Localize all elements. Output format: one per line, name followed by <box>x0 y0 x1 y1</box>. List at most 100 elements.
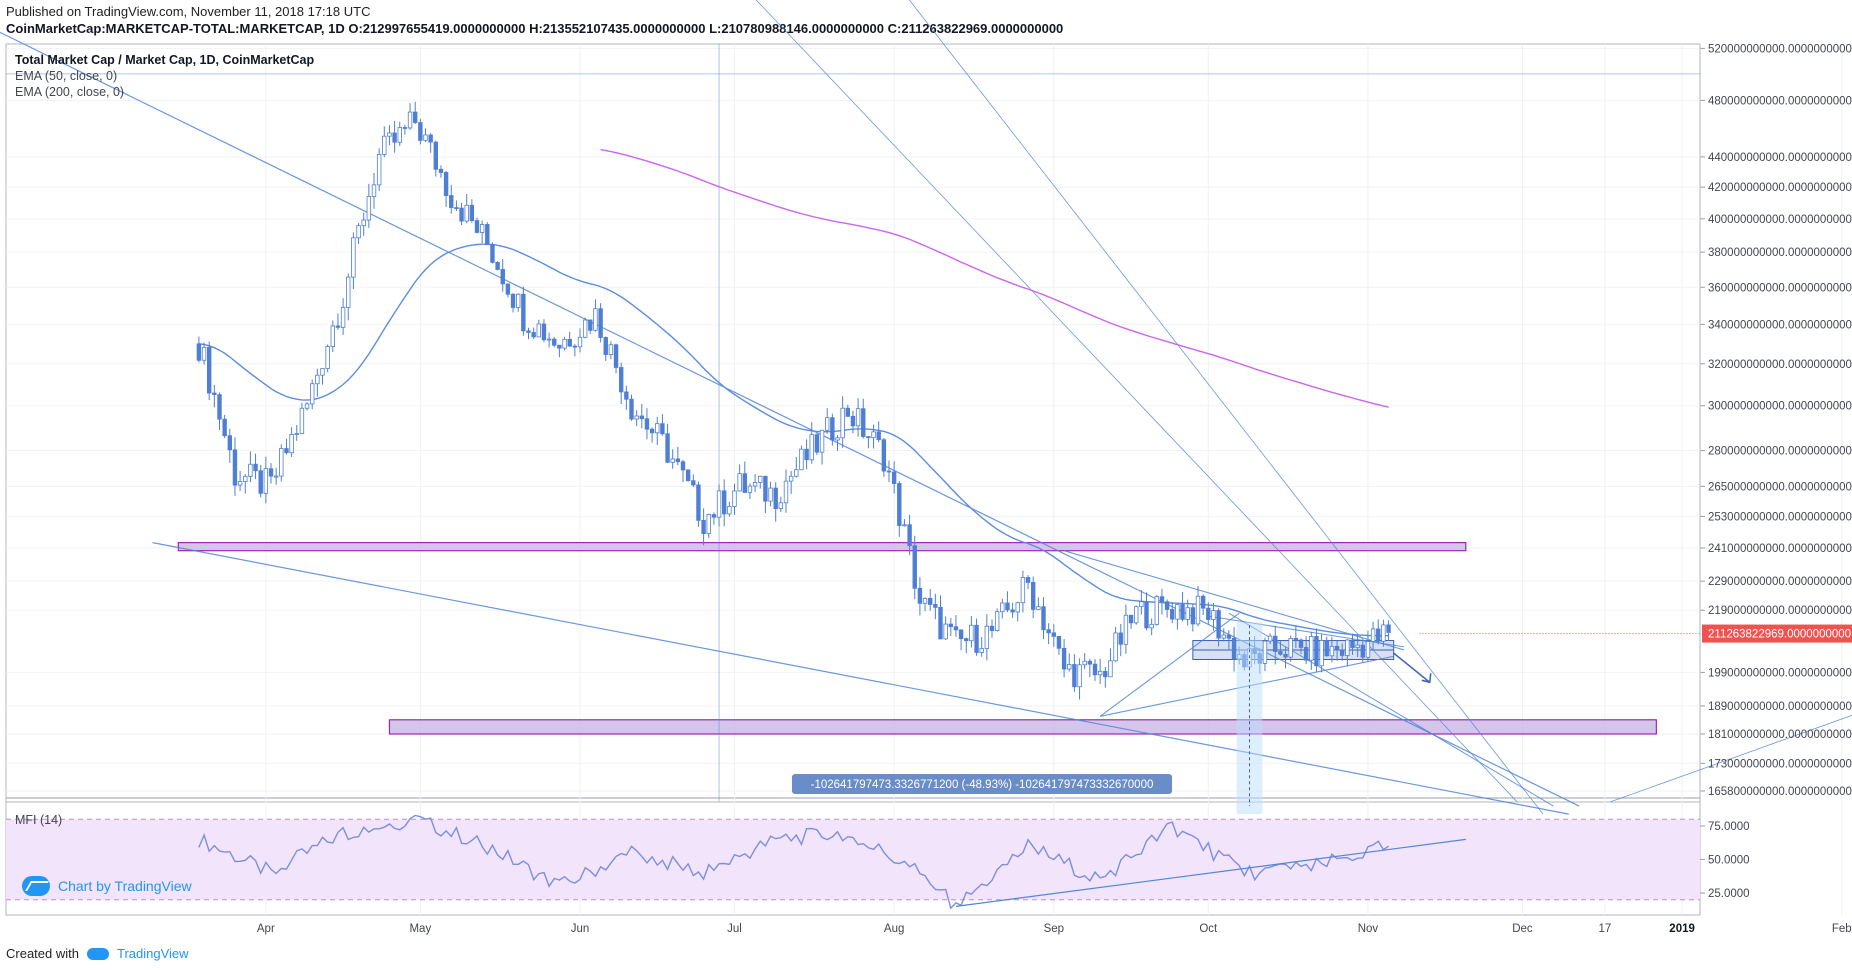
candle-body <box>346 276 351 308</box>
legend-mfi[interactable]: MFI (14) <box>15 813 63 827</box>
candle-body <box>248 463 253 477</box>
candle-body <box>1381 624 1386 642</box>
candle-body <box>289 433 294 454</box>
tradingview-link[interactable]: TradingView <box>116 946 189 961</box>
candle-body <box>273 475 279 478</box>
ema-50-layer <box>198 243 1389 637</box>
candle-body <box>701 519 706 534</box>
candle-body <box>665 433 670 463</box>
legend-ema50[interactable]: EMA (50, close, 0) <box>15 69 118 83</box>
candle-body <box>1061 647 1067 670</box>
ema-200-layer <box>600 149 1389 408</box>
candle-body <box>294 433 299 435</box>
y-tick-label: 360000000000.0000000000 <box>1708 282 1852 294</box>
x-tick-label: 2019 <box>1669 923 1695 935</box>
y-tick-label: 520000000000.0000000000 <box>1708 43 1852 55</box>
ema-200-line <box>600 149 1389 408</box>
candle-body <box>387 132 392 137</box>
candle-body <box>1056 635 1062 649</box>
candle-body <box>567 338 572 347</box>
x-tick-label: Aug <box>884 923 904 935</box>
x-tick-label: Dec <box>1512 923 1533 935</box>
candle-body <box>263 468 269 494</box>
zones-layer <box>177 542 1657 735</box>
candle-body <box>1180 604 1185 620</box>
y-tick-label: 340000000000.0000000000 <box>1708 319 1852 331</box>
candle-body <box>521 293 526 332</box>
candle-body <box>253 463 258 472</box>
candle-body <box>1134 606 1139 624</box>
tradingview-logo-icon <box>22 876 50 896</box>
candle-body <box>572 345 578 348</box>
y-tick-label: 400000000000.0000000000 <box>1708 214 1852 226</box>
candle-body <box>984 625 990 649</box>
legend-ema200[interactable]: EMA (200, close, 0) <box>15 85 125 99</box>
candle-body <box>1278 651 1283 655</box>
y-tick-label: 241000000000.0000000000 <box>1708 543 1852 555</box>
candle-body <box>1097 670 1103 676</box>
y-tick-label: 199000000000.0000000000 <box>1708 667 1852 679</box>
candle-body <box>814 434 820 453</box>
watermark-text: Chart by TradingView <box>58 878 192 894</box>
candle-body <box>330 325 335 347</box>
candle-body <box>397 127 402 143</box>
candle-body <box>284 448 289 454</box>
candle-body <box>356 225 361 239</box>
candle-body <box>835 437 840 441</box>
x-tick-label: Jun <box>571 923 590 935</box>
candle-body <box>371 184 377 197</box>
y-tick-label: 229000000000.0000000000 <box>1708 576 1852 588</box>
candle-body <box>1211 610 1216 620</box>
candle-body <box>758 475 763 483</box>
chart-legend: Total Market Cap / Market Cap, 1D, CoinM… <box>15 52 314 100</box>
candle-body <box>351 237 356 278</box>
candle-body <box>268 468 274 477</box>
candle-body <box>279 448 284 477</box>
candle-body <box>917 587 923 604</box>
candle-body <box>1123 614 1129 645</box>
candle-body <box>1072 664 1077 688</box>
ohlc-readout: CoinMarketCap:MARKETCAP-TOTAL:MARKETCAP,… <box>6 21 1064 36</box>
ema-50-line <box>198 243 1389 637</box>
candle-body <box>464 204 469 222</box>
candle-body <box>768 487 773 502</box>
tradingview-watermark[interactable]: Chart by TradingView <box>22 876 192 896</box>
candle-body <box>258 470 263 494</box>
mfi-tick-label: 25.0000 <box>1708 888 1750 900</box>
candle-body <box>922 597 928 604</box>
candle-body <box>634 415 639 420</box>
candle-body <box>1046 629 1051 634</box>
candle-body <box>1010 609 1015 613</box>
candle-body <box>299 407 305 434</box>
candle-body <box>449 195 454 208</box>
candle-body <box>1231 637 1237 660</box>
y-tick-label: 480000000000.0000000000 <box>1708 95 1852 107</box>
last-price-tag <box>1702 624 1852 643</box>
candle-body <box>438 168 444 173</box>
candle-body <box>479 224 485 233</box>
candle-body <box>830 417 835 441</box>
candle-body <box>696 484 701 521</box>
candle-body <box>490 244 495 263</box>
candle-body <box>1149 623 1154 629</box>
candle-body <box>958 629 964 640</box>
candle-body <box>402 127 408 129</box>
candle-body <box>526 330 531 333</box>
candle-body <box>206 346 212 394</box>
measure-layer: -102641797473.3326771200 (-48.93%) -1026… <box>792 622 1263 815</box>
y-tick-label: 265000000000.0000000000 <box>1708 481 1852 493</box>
candle-body <box>1036 606 1041 610</box>
candle-body <box>933 604 938 608</box>
candle-body <box>469 204 475 221</box>
candle-body <box>557 344 562 349</box>
x-tick-label: Apr <box>257 923 275 935</box>
candle-body <box>928 597 933 605</box>
candle-body <box>804 448 809 461</box>
candle-body <box>1067 664 1072 670</box>
candle-body <box>871 431 876 439</box>
support-zone <box>388 719 1657 735</box>
candle-body <box>691 480 696 486</box>
candle-body <box>763 475 768 502</box>
candle-body <box>1345 639 1350 656</box>
